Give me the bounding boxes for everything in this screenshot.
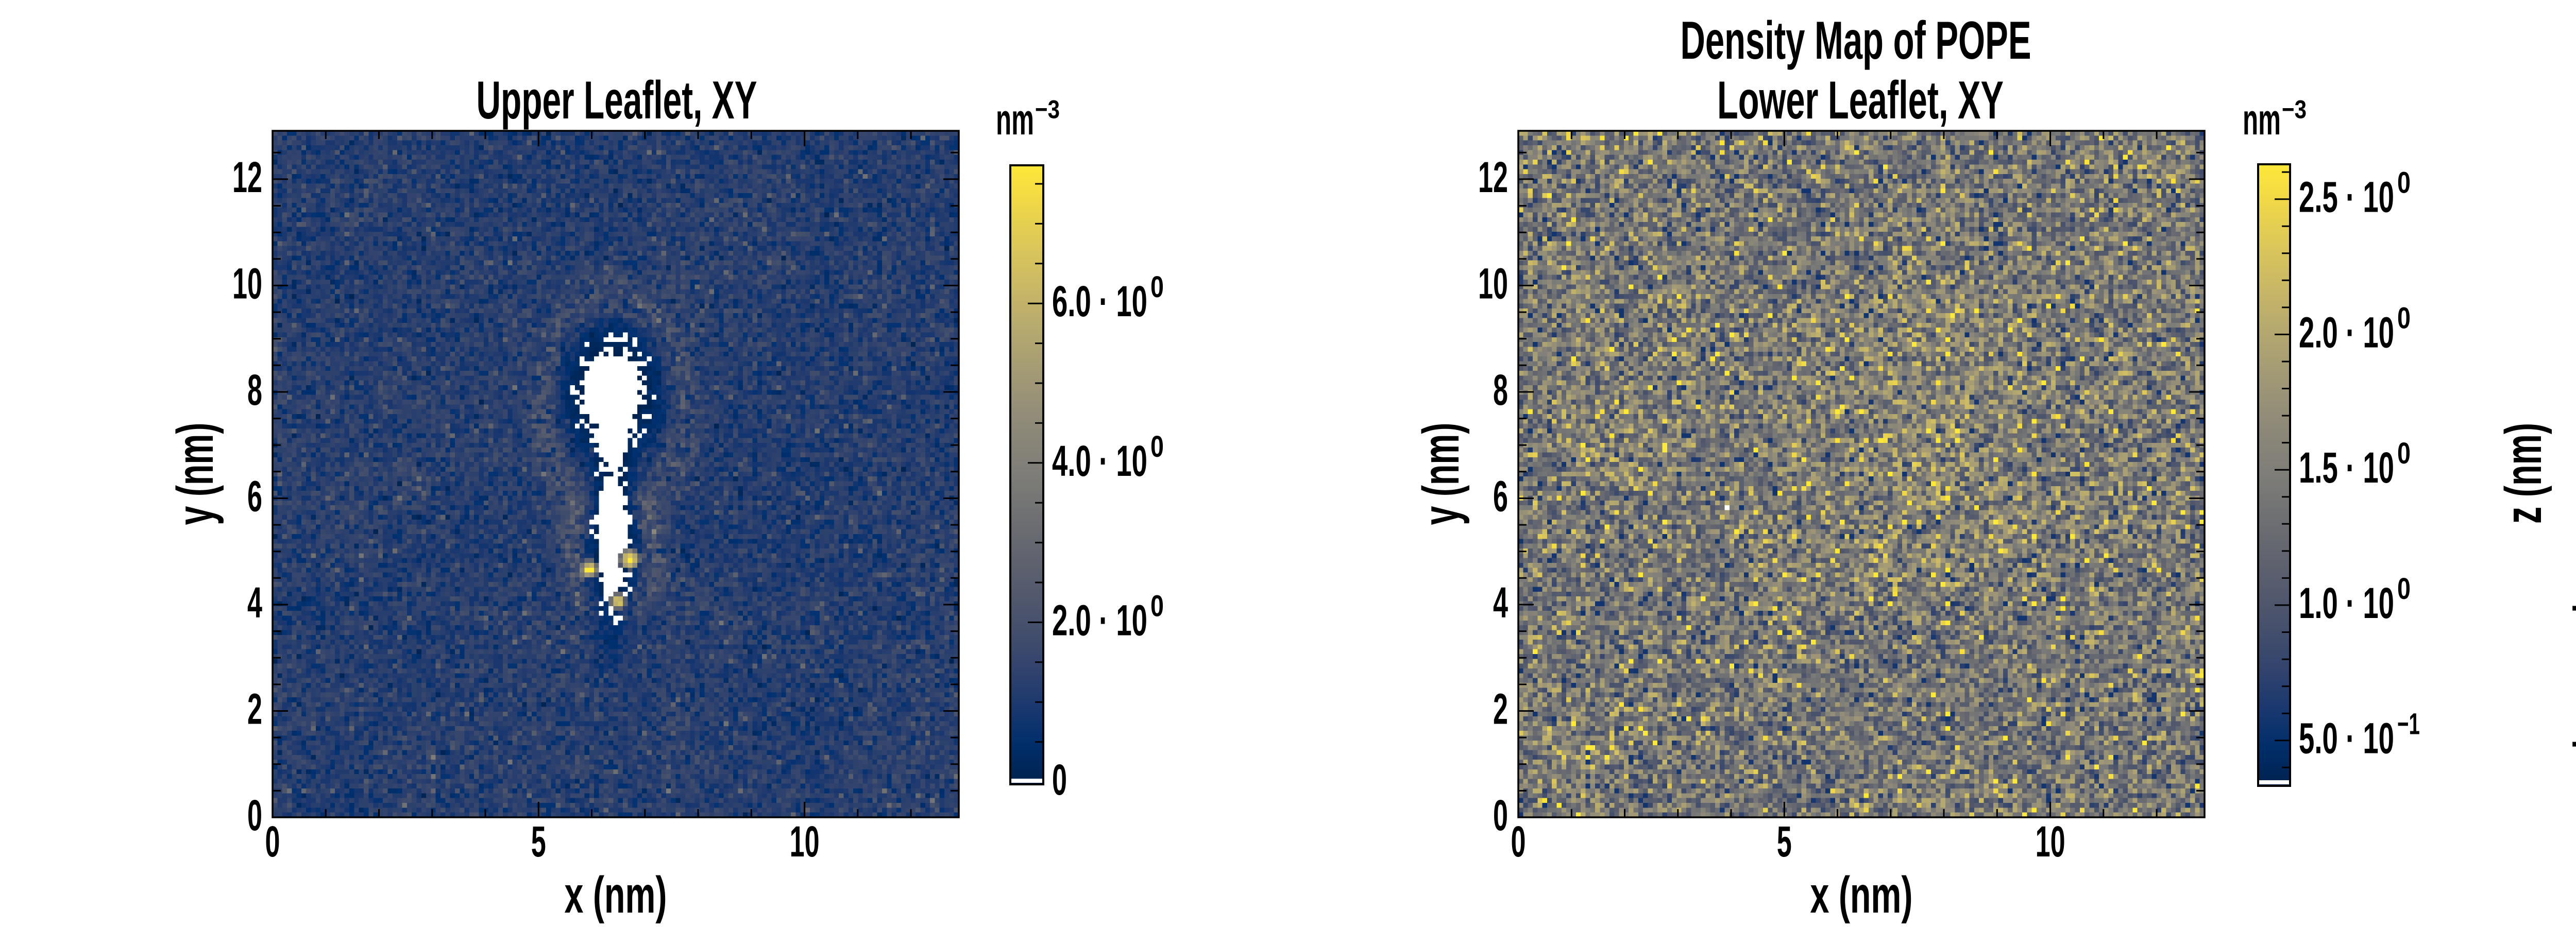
svg-text:10: 10 [2036, 817, 2065, 866]
svg-text:5.0 · 10: 5.0 · 10 [2299, 714, 2394, 763]
svg-text:1.0 · 10: 1.0 · 10 [2299, 579, 2394, 627]
svg-text:10: 10 [790, 817, 820, 866]
svg-text:6: 6 [1493, 472, 1508, 521]
svg-text:10: 10 [1478, 259, 1508, 307]
svg-text:−3: −3 [1035, 95, 1060, 124]
svg-text:5: 5 [1777, 817, 1792, 866]
svg-text:2: 2 [1493, 685, 1508, 733]
svg-text:0: 0 [1493, 791, 1508, 839]
svg-text:6: 6 [247, 472, 262, 521]
svg-text:4: 4 [247, 578, 262, 627]
svg-text:y (nm): y (nm) [1412, 423, 1470, 525]
svg-text:−2: −2 [2571, 583, 2576, 632]
svg-text:0: 0 [2397, 302, 2411, 335]
svg-text:z (nm): z (nm) [2495, 423, 2552, 524]
svg-text:x (nm): x (nm) [565, 866, 667, 924]
svg-text:2: 2 [247, 685, 262, 733]
svg-text:−3: −3 [2282, 95, 2307, 124]
svg-text:4.0 · 10: 4.0 · 10 [1052, 437, 1147, 485]
svg-text:2.0 · 10: 2.0 · 10 [2299, 308, 2394, 357]
svg-text:4: 4 [1493, 578, 1508, 627]
svg-text:0: 0 [247, 791, 262, 839]
svg-text:x (nm): x (nm) [1810, 866, 1913, 924]
svg-text:8: 8 [247, 366, 262, 414]
svg-text:0: 0 [1150, 270, 1164, 304]
svg-text:nm: nm [996, 95, 1034, 144]
svg-text:8: 8 [1493, 366, 1508, 414]
svg-text:0: 0 [2397, 572, 2411, 606]
svg-text:12: 12 [1478, 153, 1508, 201]
svg-text:nm: nm [2243, 95, 2281, 144]
svg-text:Lower Leaflet, XY: Lower Leaflet, XY [1717, 71, 2004, 130]
svg-text:0: 0 [2397, 437, 2411, 470]
svg-text:2.5 · 10: 2.5 · 10 [2299, 173, 2394, 221]
svg-text:Upper Leaflet, XY: Upper Leaflet, XY [477, 71, 757, 130]
svg-text:2.0 · 10: 2.0 · 10 [1052, 596, 1147, 644]
svg-text:y (nm): y (nm) [166, 423, 224, 525]
svg-text:10: 10 [232, 259, 262, 307]
svg-text:1.5 · 10: 1.5 · 10 [2299, 443, 2394, 492]
svg-text:12: 12 [232, 153, 262, 201]
svg-text:0: 0 [1150, 589, 1164, 623]
svg-text:0: 0 [1150, 430, 1164, 464]
svg-text:Density Map of POPE: Density Map of POPE [1681, 11, 2031, 71]
svg-text:0: 0 [2397, 166, 2411, 200]
svg-text:5: 5 [531, 817, 546, 866]
svg-text:0: 0 [1511, 817, 1526, 866]
svg-text:6.0 · 10: 6.0 · 10 [1052, 277, 1147, 325]
svg-text:−4: −4 [2571, 719, 2576, 768]
svg-text:0: 0 [265, 817, 280, 866]
svg-text:0: 0 [1052, 756, 1067, 804]
svg-text:−1: −1 [2397, 708, 2420, 741]
